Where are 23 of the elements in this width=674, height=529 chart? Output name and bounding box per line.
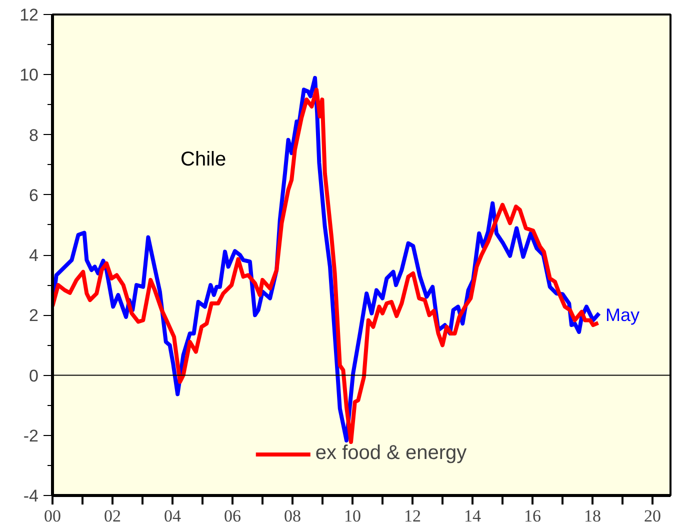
y-tick-label: 6 — [29, 186, 39, 205]
y-tick-label: -4 — [23, 486, 39, 506]
x-tick-label: 02 — [104, 506, 121, 526]
x-tick-label: 08 — [284, 506, 301, 526]
y-tick-label: 2 — [29, 306, 39, 326]
y-tick-label: 0 — [29, 366, 39, 386]
y-tick-label: -2 — [23, 426, 39, 446]
x-tick-label: 18 — [584, 506, 601, 526]
text: Chile — [180, 148, 226, 170]
y-tick-label: 4 — [29, 246, 39, 265]
y-tick-label: 8 — [29, 126, 39, 145]
x-tick-label: 16 — [524, 506, 541, 526]
y-tick-label: 12 — [20, 6, 39, 24]
legend-label: ex food & energy — [315, 442, 467, 465]
y-tick-label: 10 — [20, 66, 39, 85]
x-tick-label: 06 — [224, 506, 241, 526]
x-tick-label: 14 — [464, 506, 482, 526]
x-tick-label: 04 — [164, 506, 182, 526]
annotation: May — [606, 305, 640, 326]
x-tick-label: 00 — [44, 506, 61, 526]
x-tick-label: 20 — [644, 506, 661, 526]
x-tick-label: 10 — [344, 506, 361, 526]
x-tick-label: 12 — [404, 506, 421, 526]
